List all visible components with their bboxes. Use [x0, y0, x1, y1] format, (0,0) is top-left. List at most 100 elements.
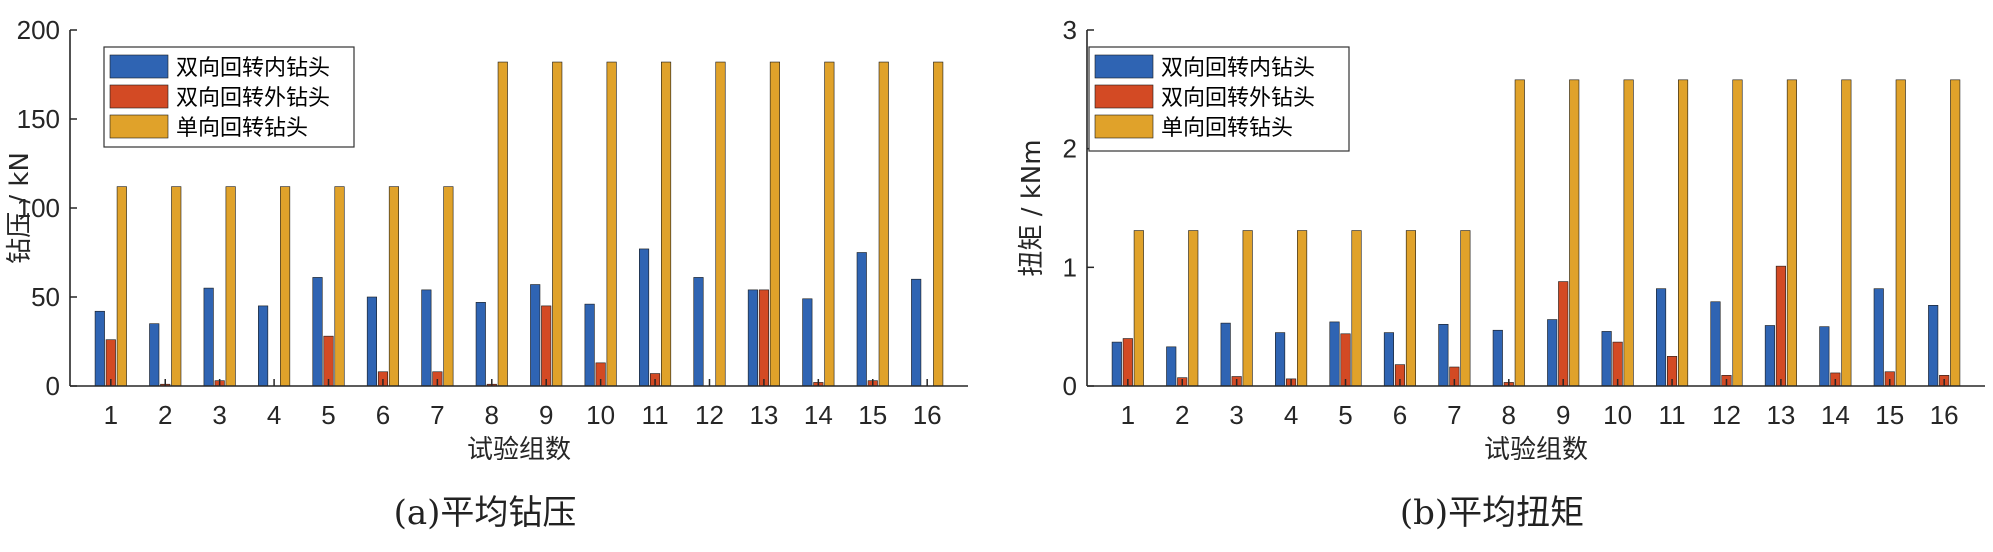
x-tick-label: 1: [1121, 400, 1135, 430]
bar-inner-11: [639, 248, 650, 387]
x-axis-label: 试验组数: [467, 435, 571, 465]
legend-swatch-single: [1094, 114, 1154, 139]
y-tick-label: 0: [46, 371, 60, 401]
bar-single-3: [1242, 230, 1253, 387]
x-tick-label: 4: [267, 400, 281, 430]
bar-inner-15: [856, 252, 867, 387]
bar-inner-14: [802, 298, 813, 387]
bar-inner-12: [693, 277, 704, 387]
bar-single-9: [552, 61, 563, 387]
bar-inner-3: [203, 287, 214, 387]
legend-swatch-inner: [1094, 54, 1154, 79]
x-tick-label: 11: [642, 400, 669, 430]
y-tick-label: 0: [1063, 371, 1077, 401]
y-tick-label: 3: [1063, 15, 1077, 45]
bar-single-5: [334, 186, 345, 387]
bar-inner-7: [421, 289, 432, 387]
bar-inner-8: [1492, 329, 1503, 387]
y-axis-label: 扭矩 / kNm: [1017, 139, 1047, 276]
x-tick-label: 8: [485, 400, 499, 430]
bar-inner-3: [1220, 322, 1231, 387]
bar-single-8: [1514, 79, 1525, 387]
x-tick-label: 4: [1284, 400, 1298, 430]
y-tick-label: 150: [17, 104, 60, 134]
bar-single-13: [769, 61, 780, 387]
bar-single-15: [878, 61, 889, 387]
y-tick-label: 100: [17, 193, 60, 223]
legend-swatch-outer: [1094, 84, 1154, 109]
x-tick-label: 7: [430, 400, 444, 430]
bar-inner-6: [366, 296, 377, 387]
bar-single-4: [280, 186, 291, 387]
bar-outer-13: [1775, 265, 1786, 387]
bar-inner-13: [747, 289, 758, 387]
bar-inner-10: [1601, 331, 1612, 387]
bar-single-11: [661, 61, 672, 387]
x-tick-label: 14: [1821, 400, 1850, 430]
bar-inner-8: [475, 302, 486, 387]
bar-inner-16: [1928, 305, 1939, 387]
bar-single-2: [1188, 230, 1199, 387]
x-tick-label: 6: [376, 400, 390, 430]
bar-inner-1: [94, 310, 105, 387]
bar-inner-9: [1547, 319, 1558, 387]
x-tick-label: 15: [858, 400, 887, 430]
y-tick-label: 50: [31, 282, 60, 312]
bar-inner-14: [1819, 326, 1830, 387]
x-tick-label: 12: [695, 400, 724, 430]
x-tick-label: 11: [1659, 400, 1686, 430]
x-tick-label: 2: [1175, 400, 1189, 430]
bar-outer-5: [323, 335, 334, 387]
bar-inner-5: [312, 277, 323, 387]
bar-inner-4: [258, 305, 269, 387]
x-tick-label: 2: [158, 400, 172, 430]
bar-single-6: [388, 186, 399, 387]
bar-single-1: [1133, 230, 1144, 387]
legend-swatch-single: [109, 114, 169, 139]
x-tick-label: 15: [1875, 400, 1904, 430]
x-axis-label: 试验组数: [1484, 435, 1588, 465]
bar-single-12: [715, 61, 726, 387]
bar-single-4: [1297, 230, 1308, 387]
bar-inner-11: [1656, 288, 1667, 387]
x-tick-label: 9: [539, 400, 553, 430]
caption-a: (a)平均钻压: [393, 493, 577, 533]
caption-b: (b)平均扭矩: [1399, 493, 1585, 533]
bar-single-5: [1351, 230, 1362, 387]
bar-inner-12: [1710, 301, 1721, 387]
x-tick-label: 5: [321, 400, 335, 430]
bar-inner-7: [1438, 323, 1449, 387]
legend-label-single: 单向回转钻头: [176, 116, 308, 141]
bar-inner-13: [1764, 325, 1775, 387]
x-tick-label: 16: [913, 400, 942, 430]
legend-swatch-inner: [109, 54, 169, 79]
x-tick-label: 12: [1712, 400, 1741, 430]
legend-swatch-outer: [109, 84, 169, 109]
bar-inner-2: [1166, 346, 1177, 387]
x-tick-label: 14: [804, 400, 833, 430]
x-tick-label: 13: [749, 400, 778, 430]
bar-outer-9: [541, 305, 552, 387]
bar-single-6: [1405, 230, 1416, 387]
x-tick-label: 9: [1556, 400, 1570, 430]
x-tick-label: 10: [1603, 400, 1632, 430]
bar-inner-6: [1383, 332, 1394, 387]
bar-inner-1: [1111, 341, 1122, 387]
x-tick-label: 7: [1447, 400, 1461, 430]
x-tick-label: 3: [212, 400, 226, 430]
x-tick-label: 6: [1393, 400, 1407, 430]
bar-outer-1: [1122, 338, 1133, 387]
x-tick-label: 5: [1338, 400, 1352, 430]
legend-label-inner: 双向回转内钻头: [1161, 56, 1315, 81]
legend-label-outer: 双向回转外钻头: [176, 86, 330, 111]
bar-inner-2: [149, 323, 160, 387]
x-tick-label: 16: [1930, 400, 1959, 430]
bar-inner-16: [911, 278, 922, 387]
bar-inner-15: [1873, 288, 1884, 387]
bar-single-15: [1895, 79, 1906, 387]
bar-inner-10: [584, 303, 595, 387]
bar-single-10: [1623, 79, 1634, 387]
